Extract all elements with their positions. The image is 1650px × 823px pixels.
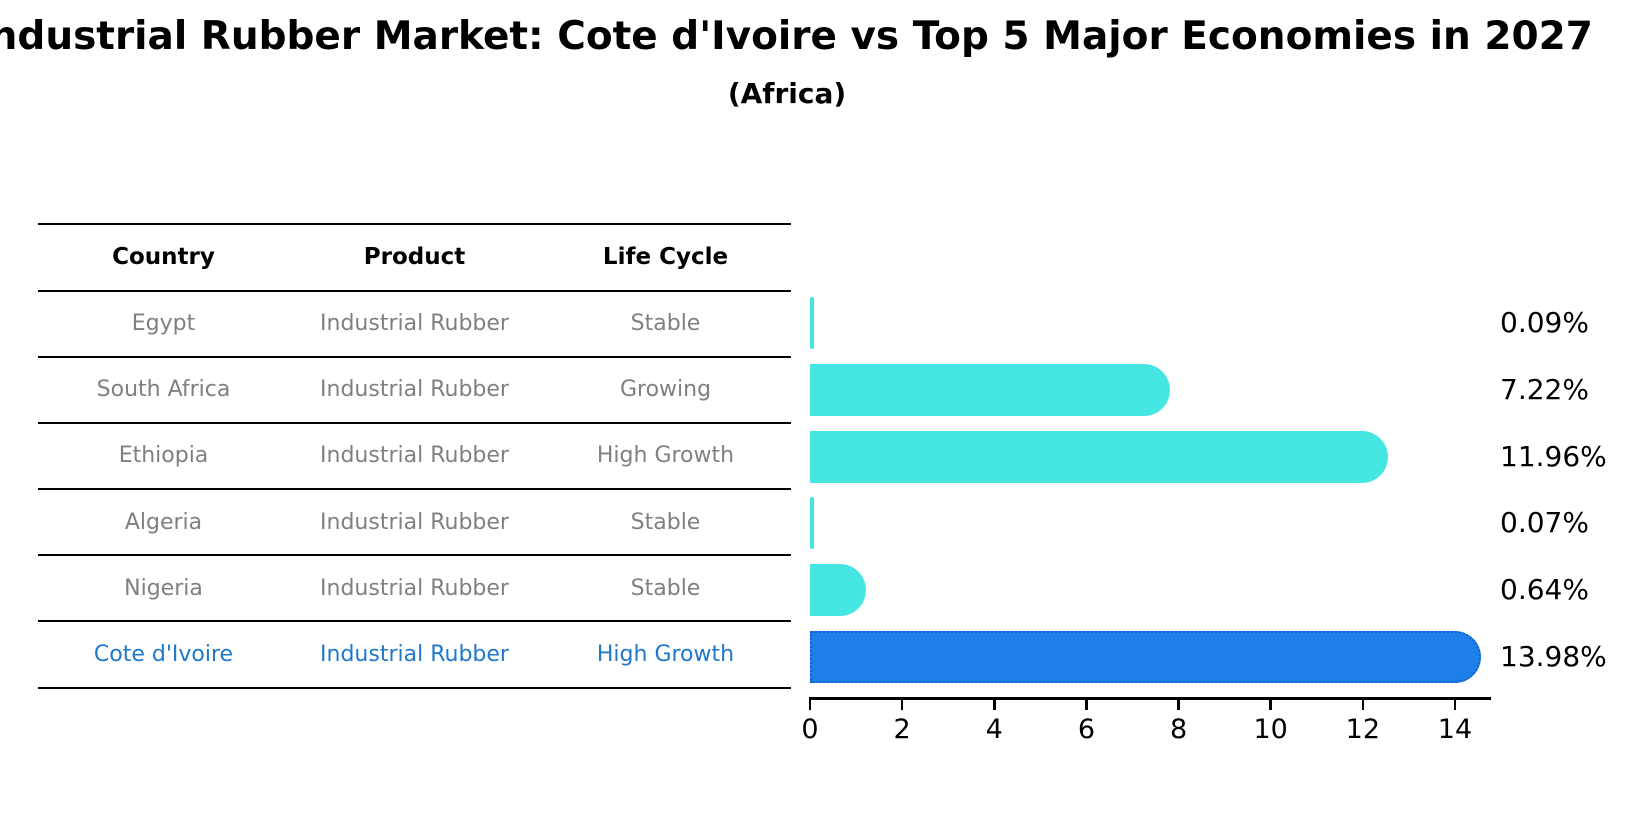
- x-tick-label: 2: [893, 714, 911, 745]
- bar: [810, 364, 1170, 416]
- x-tick-mark: [1269, 697, 1272, 710]
- bar: [810, 430, 1388, 483]
- table-cell-life-cycle: High Growth: [596, 443, 735, 469]
- value-label: 7.22%: [1500, 373, 1589, 406]
- table-cell-product: Industrial Rubber: [320, 311, 509, 337]
- value-label: 0.07%: [1500, 506, 1589, 540]
- x-tick-mark: [1085, 697, 1088, 710]
- x-tick-mark: [1177, 697, 1180, 710]
- table-cell-country: Egypt: [131, 311, 196, 337]
- column-header-country: Country: [112, 244, 215, 271]
- x-tick-label: 8: [1169, 714, 1188, 745]
- x-tick-label: 6: [1077, 714, 1095, 745]
- x-axis-line: [810, 697, 1491, 700]
- table-cell-life-cycle: High Growth: [596, 642, 735, 668]
- table-row: Egypt Industrial Rubber Stable: [38, 292, 791, 358]
- table-cell-life-cycle: Growing: [619, 377, 712, 403]
- table-cell-life-cycle: Stable: [630, 575, 701, 601]
- table-cell-country: Nigeria: [124, 575, 203, 601]
- x-tick-mark: [993, 697, 996, 710]
- table-row: Ethiopia Industrial Rubber High Growth: [38, 424, 791, 491]
- table-cell-product: Industrial Rubber: [320, 575, 509, 601]
- value-label: 0.64%: [1500, 573, 1589, 606]
- x-tick-mark: [1453, 697, 1457, 710]
- table-row: Algeria Industrial Rubber Stable: [38, 490, 791, 557]
- x-tick-label: 14: [1437, 714, 1473, 745]
- value-label: 13.98%: [1500, 639, 1607, 673]
- x-tick-label: 12: [1345, 714, 1380, 745]
- value-label: 0.09%: [1500, 306, 1589, 340]
- x-tick-label: 10: [1253, 714, 1288, 745]
- bar-highlight: [810, 630, 1482, 683]
- column-header-product: Product: [363, 244, 466, 271]
- table-row: Nigeria Industrial Rubber Stable: [38, 556, 791, 623]
- table-cell-product: Industrial Rubber: [320, 443, 509, 469]
- chart-subtitle: (Africa): [727, 77, 847, 110]
- table-cell-country: Algeria: [124, 509, 203, 535]
- column-header-life-cycle: Life Cycle: [602, 244, 729, 271]
- comparison-table: Country Product Life Cycle Egypt Industri…: [38, 223, 791, 689]
- table-cell-product: Industrial Rubber: [320, 642, 509, 668]
- x-tick-mark: [808, 697, 812, 710]
- x-tick-mark: [1361, 697, 1365, 710]
- table-body: Egypt Industrial Rubber Stable South Africa…: [38, 292, 791, 689]
- table-cell-life-cycle: Stable: [630, 311, 701, 337]
- x-tick-label: 0: [801, 714, 819, 745]
- table-cell-product: Industrial Rubber: [320, 509, 509, 535]
- table-header-row: Country Product Life Cycle: [38, 225, 791, 292]
- chart-title: Industrial Rubber Market: Cote d'Ivoire …: [0, 14, 1593, 59]
- table-cell-country: South Africa: [96, 377, 231, 403]
- value-label: 11.96%: [1500, 439, 1607, 473]
- table-cell-life-cycle: Stable: [630, 509, 701, 535]
- table-cell-country: Cote d'Ivoire: [93, 642, 234, 668]
- bar: [810, 564, 867, 616]
- bar: [810, 497, 814, 550]
- x-tick-label: 4: [985, 714, 1003, 745]
- bar: [810, 297, 815, 350]
- table-cell-country: Ethiopia: [118, 443, 209, 469]
- table-row: South Africa Industrial Rubber Growing: [38, 358, 791, 424]
- table-cell-product: Industrial Rubber: [320, 377, 509, 403]
- x-tick-mark: [900, 697, 904, 710]
- table-row: Cote d'Ivoire Industrial Rubber High Growt…: [38, 622, 791, 689]
